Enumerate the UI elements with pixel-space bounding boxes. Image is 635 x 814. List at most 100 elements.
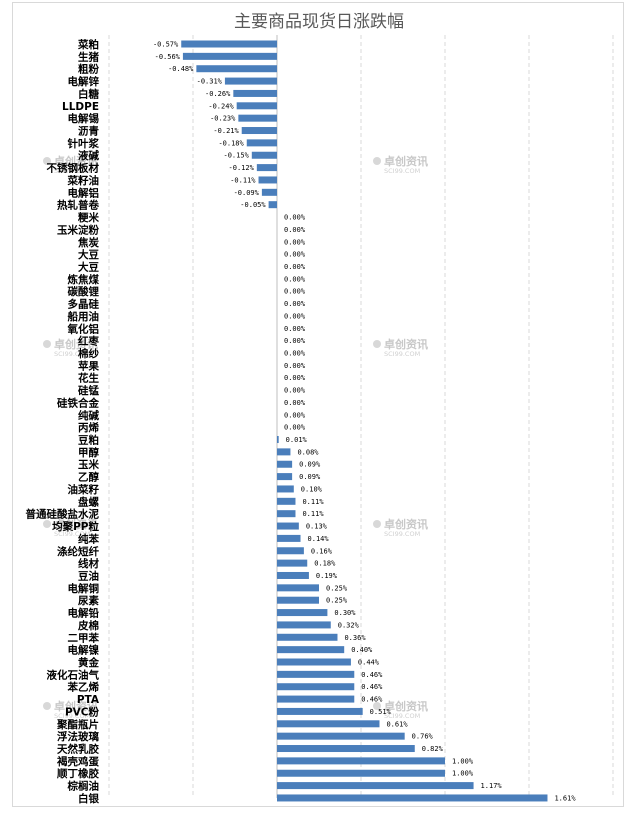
- data-label: 0.25%: [326, 584, 348, 592]
- watermark-site: SCI99.COM: [384, 530, 420, 538]
- data-label: -0.15%: [224, 152, 250, 160]
- bar: [277, 757, 445, 765]
- data-label: -0.12%: [229, 164, 255, 172]
- data-label: 0.00%: [284, 325, 306, 333]
- bar: [277, 621, 331, 629]
- category-label: 苹果: [78, 359, 99, 372]
- watermark-site: SCI99.COM: [54, 350, 90, 358]
- bar: [256, 164, 277, 172]
- category-labels: 菜粕生猪粗粉电解锌白糖LLDPE电解锡沥青针叶浆液碱不锈钢板材菜籽油电解铝热轧普…: [26, 38, 100, 805]
- bar: [236, 102, 277, 110]
- category-label: 不锈钢板材: [47, 162, 100, 175]
- data-label: 0.00%: [284, 362, 306, 370]
- category-label: 盘螺: [78, 495, 99, 508]
- data-label: -0.18%: [218, 139, 244, 147]
- data-label: 0.32%: [338, 621, 360, 629]
- category-label: 船用油: [68, 310, 100, 323]
- watermark-name: 卓创资讯: [384, 517, 428, 531]
- bar: [241, 127, 277, 135]
- data-label: 0.00%: [284, 214, 306, 222]
- category-label: 褐壳鸡蛋: [56, 755, 99, 768]
- category-label: 皮棉: [77, 619, 99, 632]
- data-label: -0.23%: [210, 115, 236, 123]
- bar: [277, 732, 405, 740]
- bar: [224, 77, 277, 85]
- watermark-name: 卓创资讯: [54, 699, 98, 713]
- bar: [277, 436, 279, 444]
- watermark-logo: [43, 340, 51, 348]
- watermark-logo: [43, 520, 51, 528]
- watermark-logo: [43, 702, 51, 710]
- bar: [277, 670, 355, 678]
- data-label: 0.08%: [297, 448, 319, 456]
- category-label: 针叶浆: [67, 137, 100, 150]
- data-label: 0.30%: [334, 609, 356, 617]
- category-label: 生猪: [78, 50, 99, 63]
- data-label: 0.09%: [299, 473, 321, 481]
- data-label: -0.05%: [240, 201, 266, 209]
- data-label: 0.00%: [284, 300, 306, 308]
- category-label: 电解锡: [68, 112, 100, 125]
- data-label: -0.31%: [197, 78, 223, 86]
- watermark-name: 卓创资讯: [54, 154, 98, 168]
- data-label: 1.00%: [452, 770, 474, 778]
- watermark-name: 卓创资讯: [384, 337, 428, 351]
- category-label: 纯苯: [78, 532, 99, 545]
- category-label: 菜籽油: [67, 174, 100, 187]
- category-label: 硅锰: [78, 384, 99, 397]
- category-label: 天然乳胶: [57, 743, 99, 756]
- bar: [277, 609, 328, 617]
- bar: [277, 782, 474, 790]
- data-label: -0.26%: [205, 90, 231, 98]
- data-labels: -0.57% -0.56% -0.48%-0.31% -0.26% -0.24% -0.2…: [153, 41, 576, 803]
- bar: [277, 460, 293, 468]
- bar: [238, 114, 277, 122]
- bar: [277, 658, 351, 666]
- bar: [277, 695, 355, 703]
- data-label: 0.46%: [361, 671, 383, 679]
- category-label: 豆油: [78, 569, 99, 582]
- category-label: 乙醇: [78, 471, 99, 484]
- category-label: 碳酸锂: [68, 285, 100, 298]
- category-label: 油菜籽: [68, 483, 100, 496]
- bar: [196, 65, 277, 73]
- chart-svg: 主要商品现货日涨跌幅 卓创资讯SCI99.COM卓创资讯SCI99.COM卓创资…: [26, 12, 614, 805]
- category-label: 焦炭: [77, 236, 99, 249]
- category-label: 豆粕: [78, 434, 99, 447]
- data-label: 1.61%: [554, 794, 576, 802]
- category-label: PTA: [77, 694, 100, 706]
- data-label: 0.11%: [302, 498, 324, 506]
- bar: [182, 52, 277, 60]
- category-label: 棉纱: [78, 347, 99, 360]
- category-label: 尿素: [78, 594, 99, 607]
- data-label: 0.00%: [284, 238, 306, 246]
- data-label: -0.21%: [213, 127, 239, 135]
- bar: [268, 201, 277, 209]
- bar: [277, 646, 345, 654]
- data-label: 0.46%: [361, 696, 383, 704]
- category-label: 丙烯: [78, 421, 99, 434]
- bar: [277, 448, 291, 456]
- data-label: 0.00%: [284, 424, 306, 432]
- bar: [258, 176, 277, 184]
- data-label: 0.13%: [306, 523, 328, 531]
- gridlines: [108, 35, 614, 798]
- category-label: 甲醇: [78, 446, 99, 459]
- watermark-logo: [373, 520, 381, 528]
- bar: [233, 89, 277, 97]
- watermark-site: SCI99.COM: [54, 167, 90, 175]
- bar: [277, 584, 319, 592]
- watermark-site: SCI99.COM: [384, 350, 420, 358]
- bars: [181, 40, 548, 802]
- bar: [277, 497, 296, 505]
- category-label: 液化石油气: [47, 668, 100, 681]
- watermark-name: 卓创资讯: [54, 337, 98, 351]
- bar: [261, 188, 277, 196]
- watermark-logo: [373, 702, 381, 710]
- watermark-site: SCI99.COM: [54, 530, 90, 538]
- bar: [277, 510, 296, 518]
- category-label: 大豆: [78, 260, 99, 273]
